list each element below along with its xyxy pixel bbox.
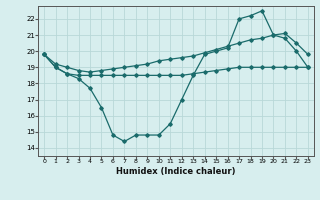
X-axis label: Humidex (Indice chaleur): Humidex (Indice chaleur): [116, 167, 236, 176]
